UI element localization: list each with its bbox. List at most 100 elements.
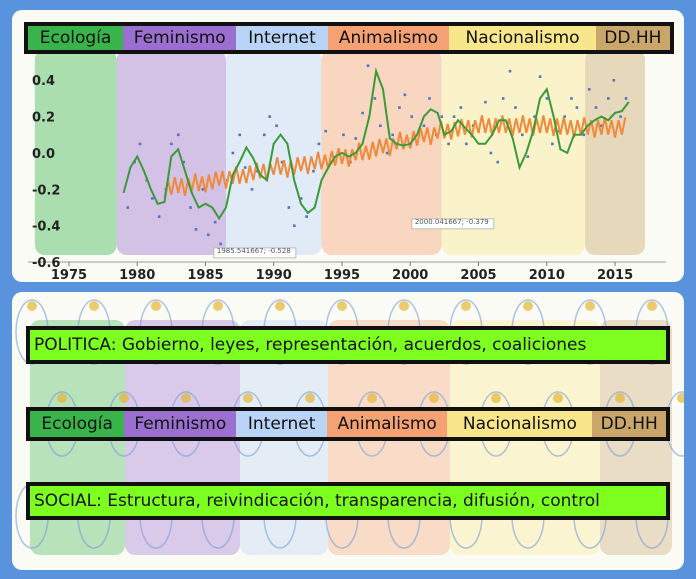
band-2 (225, 50, 322, 255)
data-point (361, 111, 364, 115)
x-tick-label: 1985 (187, 268, 223, 282)
data-point (587, 88, 591, 91)
data-point (312, 169, 315, 173)
annotation-box (213, 247, 297, 259)
decor-figure-head (399, 301, 409, 311)
band-3 (321, 50, 442, 255)
data-point (238, 133, 242, 137)
annotation-1: 2000.041667; -0.379 (411, 218, 495, 230)
data-point (243, 166, 247, 169)
social-box: SOCIAL: Estructura, reivindicación, tran… (26, 482, 670, 520)
decor-figure-head (27, 301, 37, 311)
category-0: Ecología (30, 411, 125, 437)
data-point (521, 133, 524, 137)
decor-figure-head (337, 301, 347, 311)
summary-panel: POLITICA: Gobierno, leyes, representació… (12, 292, 684, 570)
x-tick-label: 1990 (256, 268, 292, 282)
data-point (373, 97, 377, 100)
annotation-label: 1985.541667; -0.528 (217, 247, 291, 255)
data-point (607, 97, 610, 100)
decor-figure-head (647, 301, 657, 311)
data-point (305, 215, 308, 218)
data-point (398, 106, 401, 109)
y-tick-label: 0.0 (32, 147, 55, 162)
y-tick-label: 0.2 (32, 111, 55, 126)
data-point (508, 69, 512, 73)
category-bar-top: Ecología Feminismo Internet Animalismo Nacio… (24, 22, 674, 54)
data-point (410, 115, 414, 118)
annotation-label: 2000.041667; -0.379 (415, 218, 489, 226)
category-bar-bottom: Ecología Feminismo Internet Animalismo Nacio… (26, 407, 670, 441)
decor-figure-head (275, 301, 285, 311)
data-point (170, 142, 173, 146)
data-point (189, 206, 192, 209)
category-4: Nacionalismo (447, 411, 593, 437)
data-point (465, 142, 468, 146)
politica-text: POLITICA: Gobierno, leyes, representació… (34, 335, 587, 355)
data-point (275, 124, 278, 128)
data-point (570, 97, 573, 100)
y-tick-label: 0.4 (32, 74, 55, 89)
category-1: Feminismo (124, 411, 237, 437)
social-text: SOCIAL: Estructura, reivindicación, tran… (34, 491, 600, 511)
data-point (138, 142, 142, 146)
data-point (403, 93, 407, 97)
category-5: DD.HH (592, 411, 666, 437)
data-point (484, 100, 487, 104)
category-2: Internet (236, 411, 327, 437)
data-point (496, 160, 500, 164)
decor-figure-head (553, 393, 563, 403)
data-point (551, 142, 554, 146)
category-1: Feminismo (123, 26, 237, 50)
data-point (391, 133, 394, 137)
x-tick-label: 2000 (392, 268, 428, 282)
decor-figure-head (305, 393, 315, 403)
data-point (526, 155, 530, 158)
data-point (213, 220, 217, 224)
data-point (366, 64, 370, 68)
decor-figure-head (429, 393, 439, 403)
band-1 (116, 50, 226, 255)
decor-figure-head (677, 393, 684, 403)
decor-figure-head (491, 393, 501, 403)
data-point (157, 215, 161, 218)
x-tick-label: 2005 (460, 268, 496, 282)
temperature-chart: 1975 1980 1985 1990 1995 2000 2005 2010 2015 -0.6… (28, 50, 666, 282)
decor-figure-head (181, 393, 191, 403)
decor-figure-head (585, 301, 595, 311)
data-point (538, 75, 542, 78)
data-point (194, 228, 198, 231)
y-tick-label: -0.6 (32, 256, 60, 271)
data-point (317, 142, 321, 146)
annotation-box (411, 218, 495, 230)
data-point (182, 160, 186, 164)
annotation-0: 1985.541667; -0.528 (213, 247, 297, 259)
category-3: Animalismo (326, 411, 448, 437)
data-point (280, 160, 284, 164)
category-0: Ecología (28, 26, 124, 50)
green-series-line (122, 67, 630, 221)
data-point (447, 142, 450, 146)
data-point (231, 151, 235, 155)
data-point (489, 151, 493, 155)
data-point (256, 169, 259, 173)
data-point (428, 97, 431, 100)
data-point (262, 133, 266, 137)
data-point (624, 97, 628, 100)
decor-figure-head (461, 301, 471, 311)
data-point (514, 106, 517, 109)
y-tick-label: -0.4 (32, 220, 60, 235)
decor-figure-head (615, 393, 625, 403)
data-point (268, 115, 272, 118)
data-point (533, 115, 536, 118)
category-3: Animalismo (327, 26, 450, 50)
data-point (324, 129, 328, 133)
data-point (422, 124, 426, 128)
y-tick-label: -0.2 (32, 183, 60, 198)
data-point (207, 233, 210, 237)
data-point (219, 242, 222, 246)
data-point (176, 133, 180, 137)
chart-panel: 1975 1980 1985 1990 1995 2000 2005 2010 2015 -0.6… (12, 10, 684, 282)
data-point (440, 115, 444, 118)
x-tick-label: 2015 (597, 268, 633, 282)
